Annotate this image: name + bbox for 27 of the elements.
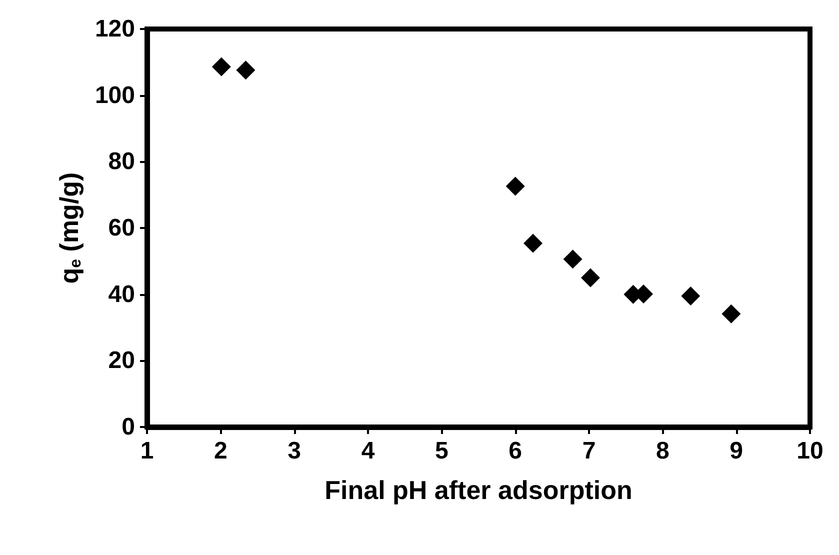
point <box>722 304 741 324</box>
y-tick-label: 80 <box>108 148 135 176</box>
x-tick-label: 1 <box>140 438 154 464</box>
x-tick-label: 2 <box>214 438 228 464</box>
y-tick-label: 120 <box>94 16 135 42</box>
y-tick-label: 100 <box>94 82 135 109</box>
point <box>580 268 600 288</box>
x-tick-label: 7 <box>582 438 596 464</box>
y-tick-label: 40 <box>108 280 135 308</box>
point <box>524 234 543 253</box>
point <box>681 286 700 306</box>
x-axis-title: Final pH after adsorption <box>324 475 632 505</box>
x-tick-label: 3 <box>288 438 302 464</box>
x-tick-label: 10 <box>796 438 824 464</box>
x-tick-label: 5 <box>434 438 448 464</box>
point <box>212 57 231 76</box>
x-tick-label: 8 <box>656 438 670 464</box>
point <box>563 250 582 269</box>
y-tick-label: 60 <box>108 214 135 242</box>
x-tick-label: 4 <box>361 438 376 464</box>
y-tick-label: 20 <box>108 347 135 374</box>
point <box>506 176 525 196</box>
y-axis-title: qe (mg/g) <box>54 172 85 284</box>
x-tick-label: 6 <box>508 438 522 464</box>
point <box>236 60 256 80</box>
x-tick-label: 9 <box>730 438 744 464</box>
y-tick-label: 0 <box>122 414 135 440</box>
